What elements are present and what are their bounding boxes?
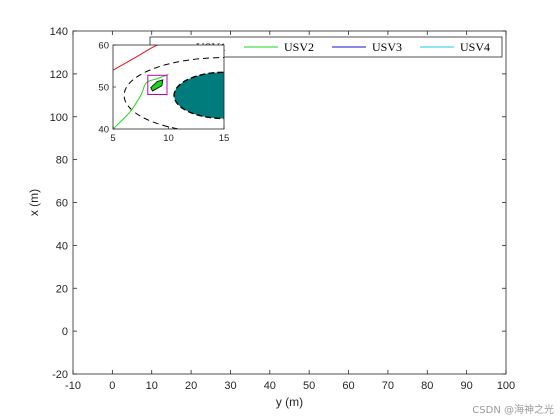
inset-y-tick-label: 40 <box>98 125 109 136</box>
y-tick-label: 100 <box>50 112 68 124</box>
inset-y-tick-label: 60 <box>98 41 109 52</box>
y-tick-label: 140 <box>50 26 68 38</box>
x-tick-label: 0 <box>109 380 115 392</box>
legend-label-usv4: USV4 <box>460 40 490 54</box>
x-tick-label: 100 <box>497 380 515 392</box>
y-tick-label: 120 <box>50 69 68 81</box>
x-tick-label: 80 <box>421 380 433 392</box>
x-tick-label: 60 <box>342 380 354 392</box>
x-tick-label: -10 <box>65 380 81 392</box>
y-tick-label: 0 <box>62 326 68 338</box>
inset-x-tick-label: 15 <box>219 133 230 144</box>
inset-y-tick-label: 50 <box>98 83 109 94</box>
inset-ship-usv2 <box>147 74 168 96</box>
inset-x-tick-label: 5 <box>110 133 115 144</box>
y-axis-label: x (m) <box>27 189 41 216</box>
ship-icon <box>150 79 164 92</box>
watermark: CSDN @海神之光 <box>472 405 554 416</box>
inset-line-usv2 <box>113 73 169 129</box>
x-axis-label: y (m) <box>276 395 303 409</box>
x-tick-label: 70 <box>382 380 394 392</box>
y-tick-label: 80 <box>56 155 68 167</box>
y-tick-label: 20 <box>56 283 68 295</box>
y-tick-label: 40 <box>56 240 68 252</box>
x-tick-label: 20 <box>185 380 197 392</box>
legend-label-usv3: USV3 <box>372 40 402 54</box>
x-tick-label: 40 <box>264 380 276 392</box>
inset-axes: 5 10 15 40 50 60 <box>98 41 230 145</box>
y-tick-label: 60 <box>56 198 68 210</box>
x-tick-label: 10 <box>146 380 158 392</box>
x-tick-label: 30 <box>224 380 236 392</box>
inset-plot <box>113 45 224 129</box>
x-tick-label: 90 <box>461 380 473 392</box>
legend-label-usv2: USV2 <box>284 40 314 54</box>
inset-line-usv1 <box>113 45 159 71</box>
inset-x-tick-label: 10 <box>163 133 174 144</box>
inset-obstacle <box>173 71 224 120</box>
x-tick-label: 50 <box>303 380 315 392</box>
y-tick-label: -20 <box>52 369 68 381</box>
ship-box <box>147 74 168 96</box>
